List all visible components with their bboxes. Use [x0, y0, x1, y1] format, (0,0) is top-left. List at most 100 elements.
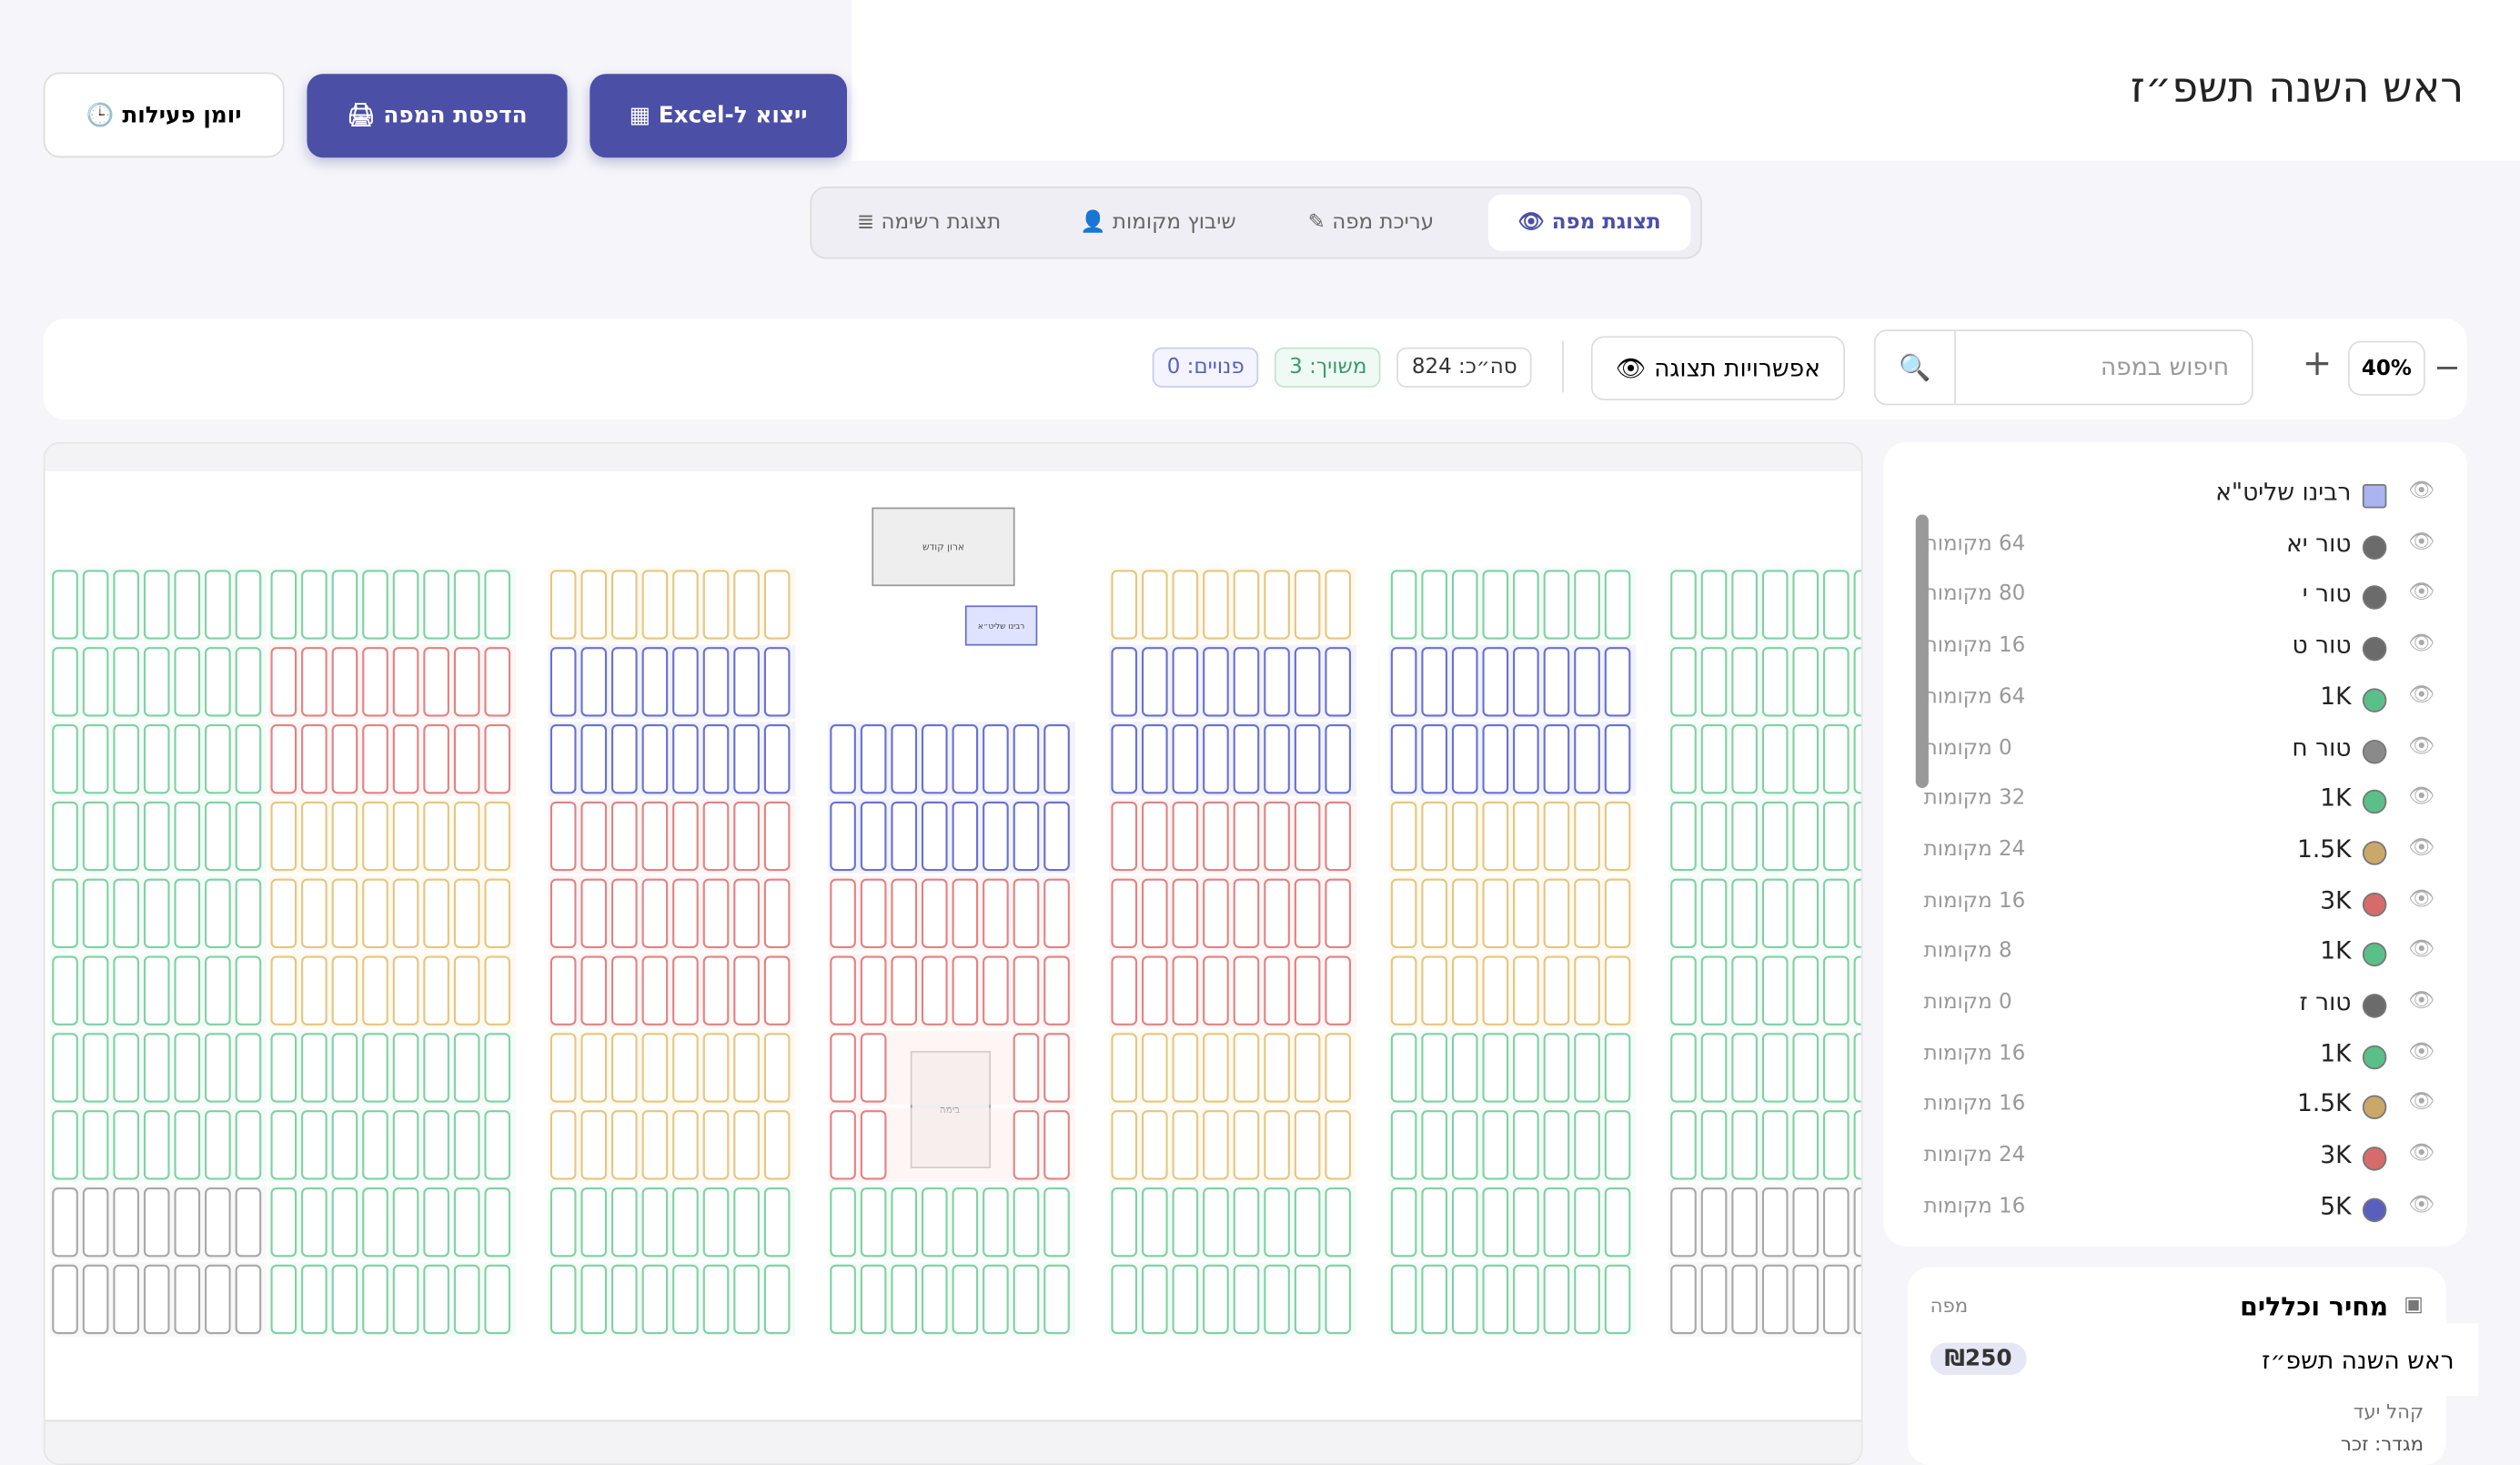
seat	[174, 955, 201, 1026]
seat	[423, 1264, 449, 1335]
seat	[549, 801, 577, 872]
legend-item: 👁 3K 24 מקומות	[1904, 1137, 2434, 1186]
seat	[1823, 878, 1850, 948]
seat	[1853, 647, 1861, 717]
seat	[113, 723, 139, 794]
label: ייצוא ל-Excel	[658, 103, 808, 129]
seat	[1390, 647, 1417, 717]
seat	[1482, 723, 1509, 794]
display-options-button[interactable]: אפשרויות תצוגה 👁	[1590, 336, 1846, 401]
seat	[143, 878, 170, 948]
seat	[1325, 570, 1351, 640]
seat	[952, 878, 979, 948]
seat	[1761, 878, 1789, 948]
seat	[1141, 878, 1168, 948]
seat	[891, 723, 918, 794]
seat	[423, 1110, 449, 1180]
tab-label: תצוגת רשימה	[881, 210, 1002, 236]
seat	[1111, 1110, 1138, 1180]
seat	[1233, 1033, 1260, 1103]
tab[interactable]: תצוגת רשימה ≣	[856, 210, 1002, 236]
seat	[1233, 647, 1260, 717]
seat	[860, 723, 887, 794]
tab[interactable]: שיבוץ מקומות 👤	[1080, 210, 1236, 236]
seat	[1233, 1264, 1260, 1335]
seat	[1543, 955, 1570, 1026]
seat	[1574, 723, 1600, 794]
seat	[549, 1264, 577, 1335]
seat	[1451, 878, 1478, 948]
seat	[1421, 723, 1447, 794]
seat	[1792, 723, 1819, 794]
seat	[1172, 1033, 1199, 1103]
legend-eye: 👁	[2408, 784, 2435, 810]
seat	[702, 1264, 730, 1335]
seat	[82, 1264, 109, 1335]
legend-swatch	[2362, 1096, 2387, 1120]
map-top	[45, 443, 1861, 471]
seat	[1111, 878, 1138, 948]
zoom-out[interactable]: −	[2434, 347, 2461, 387]
seat	[1294, 1187, 1321, 1258]
legend-name: 1K	[2320, 681, 2352, 711]
seat	[1294, 801, 1321, 872]
seat	[52, 1187, 78, 1258]
seat	[1172, 801, 1199, 872]
export-button[interactable]: ייצוא ל-Excel ▦	[590, 74, 847, 158]
seat	[1482, 1110, 1509, 1180]
seat	[983, 955, 1009, 1026]
seat	[1390, 1110, 1417, 1180]
price: ₪250	[1930, 1342, 2027, 1376]
seat	[580, 1187, 608, 1258]
activity-log-button[interactable]: יומן פעילות 🕒	[43, 72, 285, 158]
seat	[52, 723, 78, 794]
search-box[interactable]: חיפוש במפה 🔍	[1873, 329, 2253, 406]
tab-label: שיבוץ מקומות	[1112, 210, 1236, 236]
seat	[143, 1110, 170, 1180]
legend-name: טור י	[2302, 579, 2352, 609]
seat	[1451, 1264, 1478, 1335]
seat	[952, 1187, 979, 1258]
seat	[1823, 1110, 1850, 1180]
seat	[672, 1110, 699, 1180]
seat	[301, 801, 328, 872]
seat	[1823, 723, 1850, 794]
seat	[733, 801, 760, 872]
seat	[1172, 647, 1199, 717]
legend-eye: 👁	[2408, 733, 2435, 759]
seat	[301, 1264, 328, 1335]
seat	[270, 723, 297, 794]
seat	[1731, 1033, 1758, 1103]
seat	[453, 723, 480, 794]
seat	[733, 1033, 760, 1103]
zoom-in[interactable]: +	[2302, 344, 2333, 385]
seat	[952, 955, 979, 1026]
seat	[1853, 723, 1861, 794]
seat	[702, 801, 730, 872]
seat	[1264, 955, 1290, 1026]
seat	[1264, 1033, 1290, 1103]
seat	[1043, 1033, 1070, 1103]
seat	[362, 955, 388, 1026]
seat	[270, 801, 297, 872]
seat	[1451, 1187, 1478, 1258]
legend-swatch	[2362, 739, 2387, 763]
seat	[952, 723, 979, 794]
price-tag: מפה	[1930, 1294, 1969, 1318]
seat	[52, 801, 78, 872]
seat	[1731, 1110, 1758, 1180]
seat	[1543, 1110, 1570, 1180]
seat	[484, 1264, 511, 1335]
print-button[interactable]: הדפסת המפה 🖨	[307, 74, 568, 158]
tab[interactable]: עריכת מפה ✎	[1307, 210, 1435, 236]
tab[interactable]: תצוגת מפה 👁	[1487, 194, 1691, 251]
seat	[113, 1264, 139, 1335]
seat	[270, 1264, 297, 1335]
seat	[52, 878, 78, 948]
legend-eye: 👁	[2408, 988, 2435, 1014]
seat	[205, 1110, 231, 1180]
seat	[733, 955, 760, 1026]
seat	[1325, 1187, 1351, 1258]
seat	[301, 878, 328, 948]
seat	[1543, 647, 1570, 717]
